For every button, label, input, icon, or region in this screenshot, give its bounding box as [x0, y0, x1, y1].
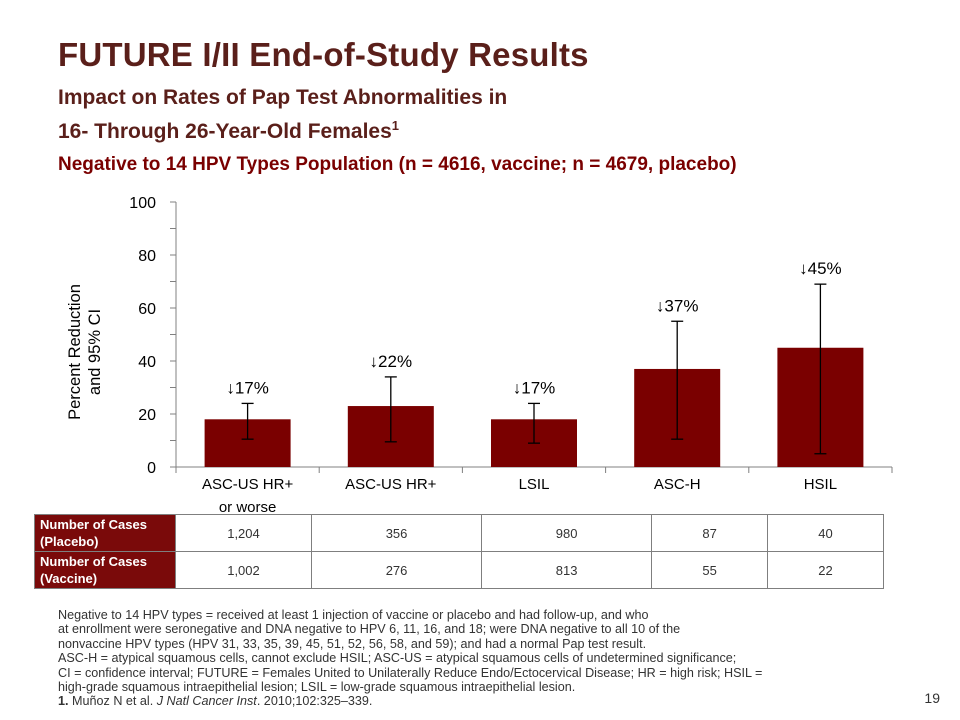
x-tick-label: or worse	[219, 499, 277, 516]
y-tick-label: 100	[129, 195, 156, 212]
table-cell: 813	[481, 551, 653, 589]
reference-number: 1.	[58, 694, 69, 709]
slide-subtitle: Impact on Rates of Pap Test Abnormalitie…	[58, 84, 507, 146]
table-cell: 980	[481, 514, 653, 552]
x-tick-label: ASC-H	[654, 476, 701, 493]
reference-line: 1. Muñoz N et al. J Natl Cancer Inst. 20…	[58, 694, 918, 708]
footnote-line: nonvaccine HPV types (HPV 31, 33, 35, 39…	[58, 636, 647, 651]
table-cell: 55	[651, 551, 769, 589]
subtitle-line-2: 16- Through 26-Year-Old Females	[58, 120, 392, 143]
y-axis-label-line: Percent Reduction	[66, 284, 84, 420]
row-header: Number of Cases (Vaccine)	[34, 551, 176, 589]
reference-authors: Muñoz N et al.	[68, 694, 157, 709]
data-label: ↓22%	[370, 352, 413, 371]
reference-details: . 2010;102:325–339.	[256, 694, 373, 709]
y-axis-label: Percent Reduction and 95% CI	[66, 284, 104, 420]
footnote: Negative to 14 HPV types = received at l…	[58, 608, 918, 709]
y-tick-label: 60	[138, 301, 156, 318]
footnote-line: ASC-H = atypical squamous cells, cannot …	[58, 651, 737, 666]
y-axis-label-line: and 95% CI	[86, 309, 104, 395]
x-tick-label: HSIL	[804, 476, 837, 493]
footnote-line: CI = confidence interval; FUTURE = Femal…	[58, 665, 763, 680]
row-header: Number of Cases (Placebo)	[34, 514, 176, 552]
x-tick-label: LSIL	[519, 476, 550, 493]
footnote-line: at enrollment were seronegative and DNA …	[58, 622, 681, 637]
table-cell: 40	[767, 514, 884, 552]
slide-title: FUTURE I/II End-of-Study Results	[58, 36, 589, 73]
data-label: ↓17%	[513, 378, 556, 397]
y-tick-label: 20	[138, 407, 156, 424]
x-tick-label: ASC-US HR+	[202, 476, 294, 493]
table-cell: 87	[651, 514, 769, 552]
y-tick-label: 40	[138, 354, 156, 371]
table-cell: 22	[767, 551, 884, 589]
data-label: ↓17%	[226, 378, 269, 397]
reference-journal: J Natl Cancer Inst	[156, 694, 257, 709]
table-cell: 356	[310, 514, 483, 552]
footnote-line: high-grade squamous intraepithelial lesi…	[58, 680, 576, 695]
table-row: Number of Cases (Vaccine) 1,002 276 813 55 22	[34, 551, 884, 589]
table-row: Number of Cases (Placebo) 1,204 356 980 87 40	[34, 514, 884, 552]
subtitle-reference: 1	[391, 118, 399, 133]
cases-table: Number of Cases (Placebo) 1,204 356 980 87 40…	[34, 514, 884, 589]
population-heading: Negative to 14 HPV Types Population (n =…	[58, 154, 737, 175]
table-cell: 1,002	[175, 551, 312, 589]
table-cell: 1,204	[175, 514, 312, 552]
bar-chart: 0 20 40 60 80 100 Percent Reduction and 95% CI ↓…	[66, 195, 893, 516]
data-label: ↓37%	[656, 296, 699, 315]
x-tick-label: ASC-US HR+	[345, 476, 437, 493]
footnote-line: Negative to 14 HPV types = received at l…	[58, 608, 649, 622]
subtitle-line-1: Impact on Rates of Pap Test Abnormalitie…	[58, 86, 508, 109]
y-tick-label: 0	[147, 460, 156, 477]
y-tick-label: 80	[138, 248, 156, 265]
data-label: ↓45%	[799, 259, 842, 278]
page-number: 19	[924, 690, 940, 706]
table-cell: 276	[310, 551, 483, 589]
